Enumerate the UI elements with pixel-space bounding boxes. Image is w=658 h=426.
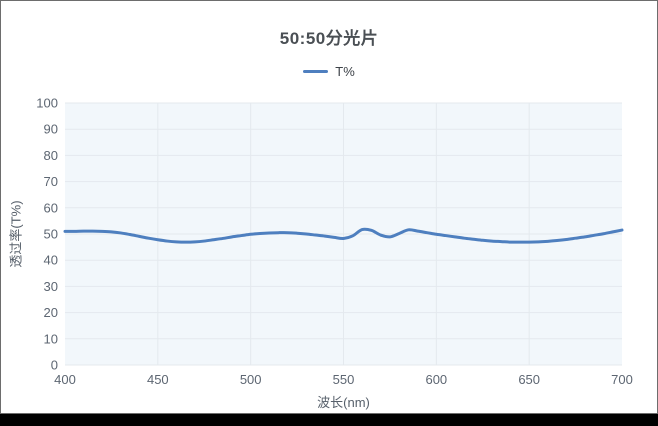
chart-title: 50:50分光片 — [279, 29, 379, 48]
y-axis-title: 透过率(T%) — [8, 200, 24, 268]
y-tick-label: 90 — [44, 122, 58, 137]
x-tick-label: 400 — [54, 372, 76, 387]
y-tick-label: 100 — [36, 96, 58, 111]
y-tick-label: 50 — [44, 227, 58, 242]
y-tick-label: 20 — [44, 305, 58, 320]
series-line-t-percent — [63, 227, 624, 244]
legend-item-t-percent[interactable]: T% — [1, 64, 657, 79]
bottom-black-bar — [0, 414, 658, 426]
y-tick-label: 40 — [44, 253, 58, 268]
chart-window: 50:50分光片 T% 0 10 20 30 40 50 60 70 80 90 100 400 450… — [0, 0, 658, 414]
y-tick-label: 0 — [51, 358, 58, 373]
x-tick-label: 550 — [333, 372, 355, 387]
y-tick-label: 10 — [44, 331, 58, 346]
x-tick-label: 650 — [518, 372, 540, 387]
x-tick-label: 600 — [425, 372, 447, 387]
y-tick-label: 60 — [44, 200, 58, 215]
x-tick-label: 700 — [611, 372, 633, 387]
x-axis-title: 波长(nm) — [317, 395, 370, 410]
legend-line-icon — [303, 70, 329, 73]
y-tick-label: 30 — [44, 279, 58, 294]
y-tick-label: 70 — [44, 174, 58, 189]
x-tick-label: 450 — [147, 372, 169, 387]
x-tick-label: 500 — [240, 372, 262, 387]
line-chart-plot: 0 10 20 30 40 50 60 70 80 90 100 400 450 500 550 600 650… — [36, 96, 633, 388]
y-tick-label: 80 — [44, 148, 58, 163]
legend-series-label: T% — [335, 64, 355, 79]
